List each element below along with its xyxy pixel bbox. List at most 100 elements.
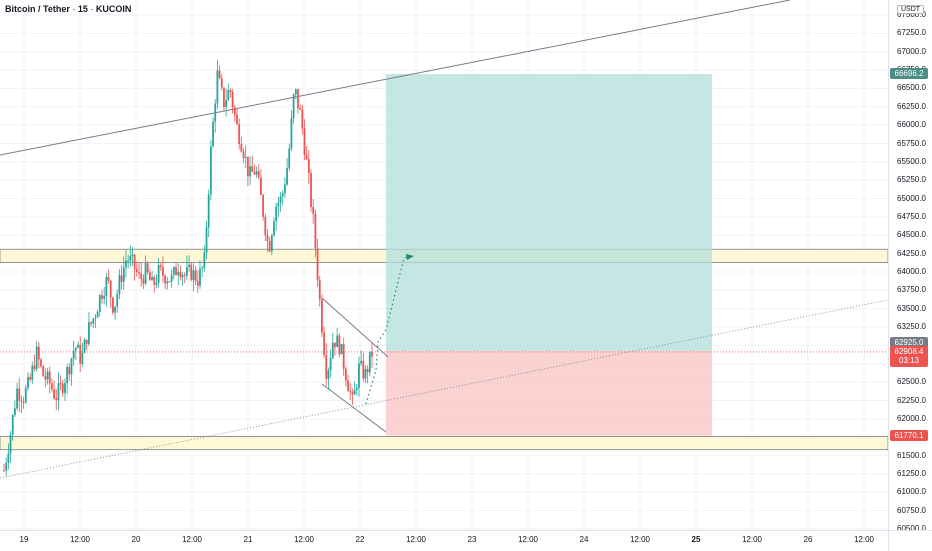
candle-body — [88, 322, 90, 345]
candle-countdown: 03:13 — [898, 356, 920, 365]
candle-body — [90, 322, 93, 324]
candle-body — [131, 254, 134, 256]
price-axis[interactable]: 67500.067250.067000.066750.066500.066250… — [888, 0, 932, 533]
candle-body — [170, 274, 173, 282]
price-tick-label: 64750.0 — [897, 211, 926, 221]
candle-body — [201, 267, 204, 269]
candle-body — [111, 297, 114, 313]
candle-body — [101, 295, 103, 299]
candle-body — [13, 408, 16, 416]
candle-body — [144, 263, 147, 284]
candle-body — [40, 359, 42, 367]
candle-body — [85, 339, 88, 345]
candle-body — [9, 434, 12, 454]
currency-selector[interactable]: USDT — [897, 5, 925, 14]
time-axis[interactable]: 19 12:00 20 12:00 21 12:00 22 12:00 23 12:00 24 12:… — [0, 530, 888, 551]
candle-body — [253, 171, 256, 175]
candle-body — [175, 267, 177, 276]
candle-body — [327, 370, 330, 379]
axis-corner — [888, 530, 932, 551]
candle-body — [199, 268, 201, 286]
candle-body — [246, 156, 249, 177]
candle-body — [135, 269, 138, 273]
candle-body — [164, 275, 167, 284]
candle-body — [172, 267, 175, 275]
candle-body — [223, 87, 225, 108]
price-tick-label: 65750.0 — [897, 138, 926, 148]
candle-body — [66, 366, 69, 384]
candle-body — [177, 272, 180, 276]
candle-body — [114, 306, 116, 313]
candle-body — [366, 369, 369, 373]
candle-body — [281, 192, 284, 197]
candle-body — [236, 114, 238, 125]
price-tick-label: 65250.0 — [897, 175, 926, 185]
candle-body — [31, 365, 34, 380]
candle-body — [22, 401, 25, 403]
candle-body — [116, 294, 119, 307]
entry-price-badge: 62925.0 — [890, 337, 928, 348]
candle-body — [305, 155, 308, 160]
time-tick-label: 24 — [579, 535, 589, 544]
time-tick-label: 22 — [355, 535, 365, 544]
price-tick-label: 67000.0 — [897, 46, 926, 56]
candle-body — [92, 318, 95, 324]
candle-body — [277, 203, 280, 207]
projected-arrow-head — [406, 254, 414, 260]
candle-body — [5, 462, 8, 471]
price-chart[interactable] — [0, 0, 888, 530]
candle-body — [262, 195, 265, 217]
candle-body — [371, 351, 373, 357]
candle-body — [316, 248, 319, 281]
time-tick-label: 12:00 — [293, 535, 315, 544]
candle-body — [288, 148, 291, 169]
candle-body — [344, 368, 347, 381]
candle-body — [323, 332, 325, 355]
time-tick-label: 21 — [243, 535, 253, 544]
chart-area[interactable]: Bitcoin / Tether · 15 · KUCOIN — [0, 0, 888, 530]
candle-body — [138, 272, 140, 274]
symbol-title[interactable]: Bitcoin / Tether · 15 · KUCOIN — [5, 4, 131, 14]
time-tick-label: 12:00 — [629, 535, 651, 544]
candle-body — [61, 383, 64, 393]
candle-body — [286, 168, 288, 185]
candle-body — [179, 272, 182, 278]
candle-body — [157, 264, 160, 283]
candle-body — [216, 70, 219, 104]
candle-body — [168, 281, 171, 283]
wedge-upper-line — [321, 297, 389, 358]
price-tick-label: 62500.0 — [897, 377, 926, 387]
candle-body — [260, 177, 262, 196]
candle-body — [53, 389, 55, 399]
candle-body — [318, 280, 321, 300]
price-tick-label: 63250.0 — [897, 322, 926, 332]
time-tick-label: 19 — [19, 535, 29, 544]
interval-label: 15 — [77, 4, 88, 14]
price-tick-label: 63500.0 — [897, 303, 926, 313]
candle-body — [321, 299, 323, 333]
candle-body — [81, 352, 84, 364]
time-tick-label: 12:00 — [405, 535, 427, 544]
candle-body — [37, 346, 40, 360]
candle-body — [46, 371, 49, 380]
candle-body — [155, 282, 158, 285]
candle-body — [51, 383, 53, 390]
time-tick-label: 23 — [467, 535, 477, 544]
time-tick-label: 25 — [691, 535, 701, 544]
candle-body — [244, 156, 247, 158]
candle-body — [24, 388, 27, 403]
price-tick-label: 62000.0 — [897, 413, 926, 423]
candle-body — [133, 254, 136, 270]
price-tick-label: 60500.0 — [897, 524, 926, 533]
candle-body — [192, 270, 195, 280]
candle-body — [299, 108, 302, 110]
candle-body — [340, 344, 343, 355]
candle-body — [105, 276, 108, 296]
price-tick-label: 65500.0 — [897, 156, 926, 166]
price-tick-label: 66500.0 — [897, 83, 926, 93]
candle-body — [146, 263, 149, 273]
candle-body — [120, 275, 123, 282]
candle-body — [294, 89, 297, 95]
time-tick-label: 26 — [803, 535, 813, 544]
candle-body — [283, 184, 286, 193]
